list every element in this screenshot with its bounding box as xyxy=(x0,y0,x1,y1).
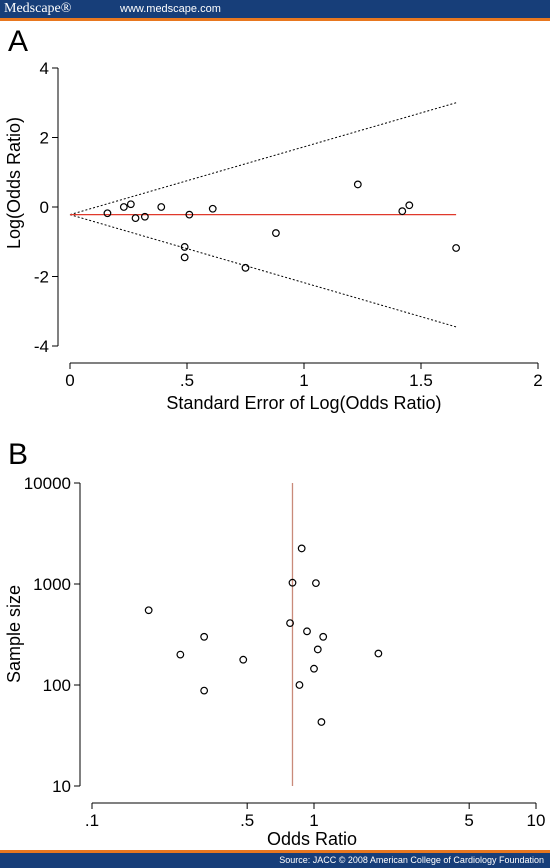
panel-b-data-point xyxy=(374,649,383,658)
panel-b-data-point xyxy=(286,619,294,628)
panel-a-x-axis-title: Standard Error of Log(Odds Ratio) xyxy=(166,393,441,413)
panel-a-y-tick-label: -4 xyxy=(34,337,49,356)
panel-b-x-tick-label: 10 xyxy=(527,811,546,830)
panel-b-data-point xyxy=(317,718,326,726)
footer-bar: Source: JACC © 2008 American College of … xyxy=(0,853,550,868)
panel-b-data-point xyxy=(313,645,322,654)
panel-b-points xyxy=(144,544,383,726)
panel-a-data-point xyxy=(241,263,250,272)
panel-b-y-tick-label: 1000 xyxy=(33,575,71,594)
panel-a-data-point xyxy=(131,214,140,223)
panel-a-data-point xyxy=(126,200,135,209)
panel-a: A 4 2 0 -2 -4 0 .5 1 1.5 2 Standard Error of Log(… xyxy=(4,25,543,413)
panel-a-confidence-limit-line xyxy=(69,102,457,216)
panel-a-data-point xyxy=(185,210,194,219)
panel-a-data-point xyxy=(140,212,149,221)
panel-a-x-tick-label: 0 xyxy=(65,371,74,390)
footer-accent-line xyxy=(0,850,550,853)
panel-a-data-point xyxy=(398,207,407,216)
panel-a-y-axis-title: Log(Odds Ratio) xyxy=(4,117,24,249)
panel-a-data-point xyxy=(180,253,189,262)
panel-b-y-axis-title: Sample size xyxy=(4,585,24,683)
panel-a-x-tick-label: 1 xyxy=(299,371,308,390)
medscape-logo: Medscape® xyxy=(4,1,72,16)
panel-a-data-point xyxy=(272,229,280,237)
panel-a-label: A xyxy=(8,25,28,58)
panel-a-data-point xyxy=(405,201,414,210)
header-accent-line xyxy=(0,18,550,21)
panel-b-x-tick-label: .5 xyxy=(240,811,254,830)
panel-a-reference-lines xyxy=(69,102,457,328)
panel-b-data-point xyxy=(297,544,306,553)
panel-a-data-point xyxy=(353,180,362,189)
source-credit: Source: JACC © 2008 American College of … xyxy=(279,855,544,865)
panel-a-data-point xyxy=(452,244,461,252)
panel-b-y-tick-label: 10 xyxy=(52,777,71,796)
panel-a-x-tick-label: .5 xyxy=(180,371,194,390)
panel-b-data-point xyxy=(295,681,304,689)
panel-b-x-axis-title: Odds Ratio xyxy=(267,829,357,849)
funnel-plot-figure: A 420-2-40.5 1 1.5 2 Standard Error of Log(… xyxy=(4,25,545,849)
panel-a-x-tick-label: 2 xyxy=(533,371,542,390)
panel-a-y-tick-label: 0 xyxy=(40,198,49,217)
panel-b-data-point xyxy=(176,650,185,659)
panel-b-x-tick-label: 5 xyxy=(464,811,473,830)
panel-b-data-point xyxy=(200,686,209,695)
panel-a-data-point xyxy=(208,204,217,213)
panel-b: B 10000 1000 100 10 .1 .5 1 5 10 Odds Ratio Samp… xyxy=(4,438,545,849)
panel-a-y-tick-label: 4 xyxy=(40,59,49,78)
panel-b-label: B xyxy=(8,438,28,471)
panel-b-data-point xyxy=(312,579,320,588)
panel-b-x-tick-label: 1 xyxy=(309,811,318,830)
panel-a-axes: 4 2 0 -2 -4 0 .5 1 1.5 2 xyxy=(34,59,543,390)
panel-a-data-point xyxy=(180,243,189,251)
panel-b-x-tick-label: .1 xyxy=(85,811,99,830)
panel-a-data-point xyxy=(119,203,128,211)
panel-a-x-tick-label: 1.5 xyxy=(409,371,433,390)
panel-b-data-point xyxy=(200,632,209,641)
panel-a-data-point xyxy=(103,209,112,218)
panel-b-data-point xyxy=(288,578,297,587)
panel-b-data-point xyxy=(303,627,311,636)
panel-b-data-point xyxy=(310,664,318,673)
site-url[interactable]: www.medscape.com xyxy=(120,3,221,15)
panel-a-confidence-limit-line xyxy=(69,214,457,328)
panel-b-y-tick-label: 100 xyxy=(43,676,71,695)
panel-a-y-tick-label: -2 xyxy=(34,268,49,287)
panel-a-y-tick-label: 2 xyxy=(40,129,49,148)
panel-b-data-point xyxy=(239,655,248,664)
panel-a-points xyxy=(103,180,461,272)
panel-a-data-point xyxy=(157,203,166,211)
panel-b-y-tick-label: 10000 xyxy=(24,474,71,493)
panel-b-data-point xyxy=(319,632,328,641)
panel-b-data-point xyxy=(144,606,153,615)
header-bar: Medscape® www.medscape.com xyxy=(0,0,550,18)
panel-b-axes: 10000 1000 100 10 .1 .5 1 5 10 xyxy=(24,474,546,830)
